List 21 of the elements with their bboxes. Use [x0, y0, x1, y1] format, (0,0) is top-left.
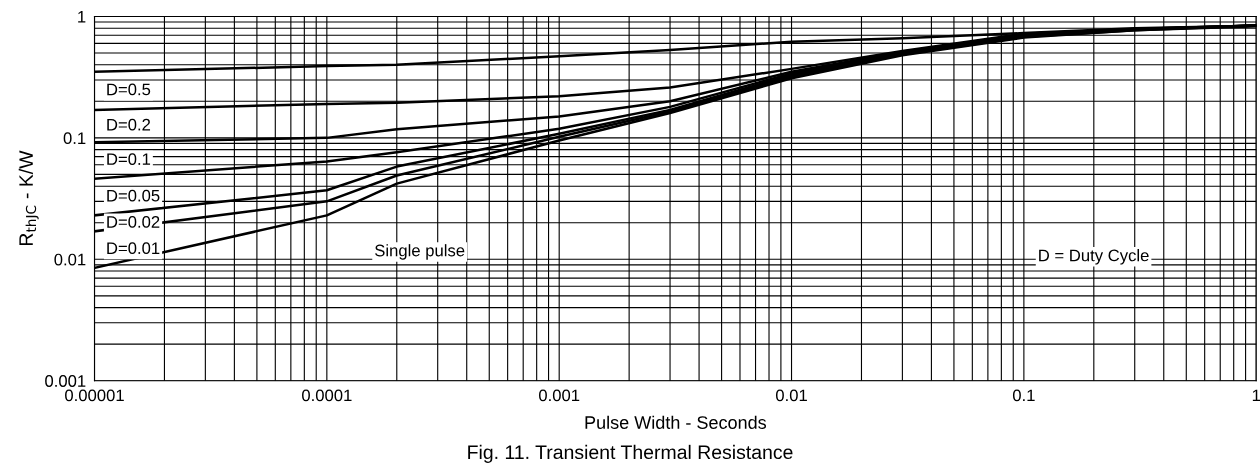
x-axis-title: Pulse Width - Seconds [585, 415, 767, 429]
series-label: D=0.1 [107, 153, 151, 166]
x-tick-label: 0.001 [538, 389, 580, 402]
series-label: D=0.2 [107, 118, 151, 131]
series-label: D=0.5 [107, 83, 151, 96]
series-label: D=0.01 [107, 242, 160, 255]
x-tick-label: 0.1 [1012, 389, 1035, 402]
y-tick-label: 0.001 [45, 375, 86, 387]
y-tick-label: 0.01 [54, 253, 86, 266]
series-label: D=0.05 [107, 189, 160, 202]
annotation: D = Duty Cycle [1039, 249, 1149, 265]
text: Fig. 11. Transient Thermal Resistance [468, 444, 793, 463]
x-tick-label: 1 [1252, 389, 1260, 402]
y-axis-title: R$_{thJC}$ - K/W [18, 150, 39, 246]
text: Single pulse [375, 244, 465, 260]
y-tick-label: 1 [78, 11, 86, 23]
x-tick-label: 0.00001 [65, 389, 124, 402]
series-label: D=0.02 [107, 216, 160, 228]
y-tick-label: 0.1 [63, 132, 86, 145]
x-tick-label: 0.0001 [302, 389, 352, 402]
x-tick-label: 0.01 [775, 389, 807, 402]
